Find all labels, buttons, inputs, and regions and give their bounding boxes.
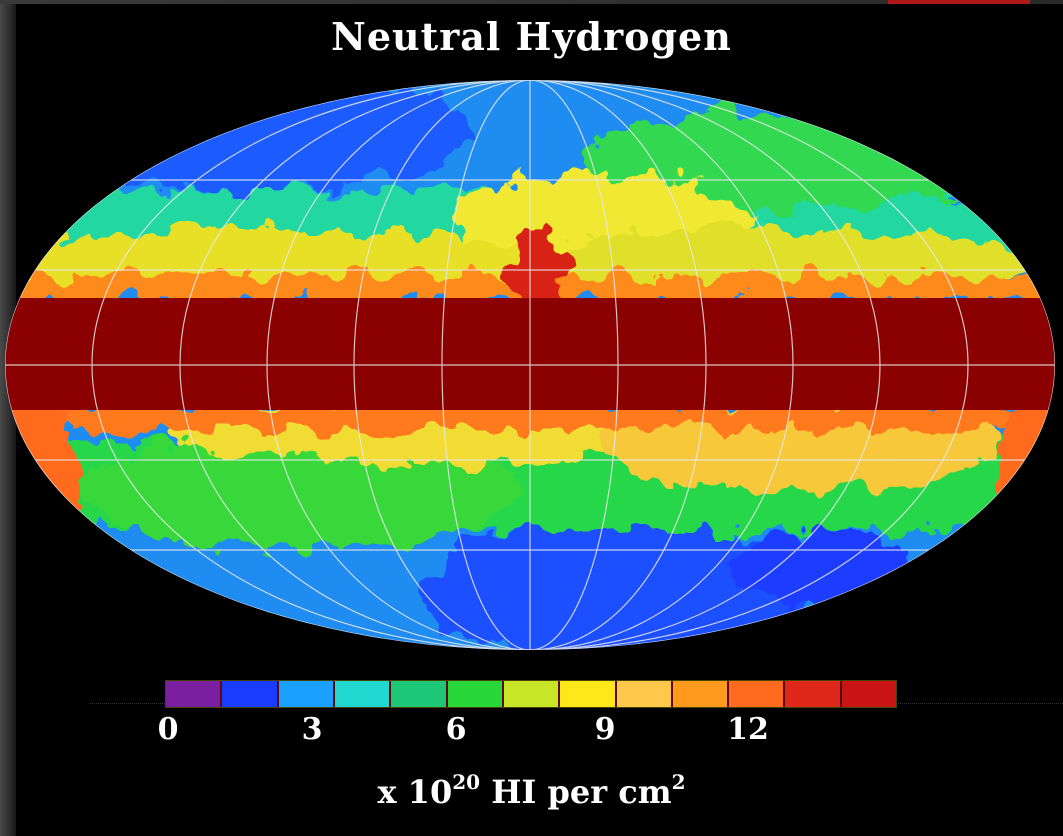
color-scale-segment	[503, 681, 561, 707]
color-scale-segment	[560, 681, 617, 707]
tick-label: 12	[727, 712, 769, 747]
map-fill	[5, 80, 1055, 650]
color-scale-segment	[447, 681, 504, 707]
units-exponent: 20	[452, 770, 481, 794]
tick-label: 3	[301, 712, 323, 747]
color-scale-segment	[785, 681, 842, 707]
color-scale-segment	[729, 681, 786, 707]
units-middle: HI per cm	[480, 773, 672, 811]
units-label: x 1020 HI per cm2	[0, 770, 1063, 811]
color-scale-segment	[278, 681, 335, 707]
tick-label: 9	[594, 712, 616, 747]
image-title: Neutral Hydrogen	[331, 14, 732, 59]
color-scale-segment	[222, 681, 279, 707]
all-sky-hydrogen-map	[5, 80, 1055, 650]
left-frame-border	[0, 0, 16, 836]
top-frame-border	[0, 0, 1063, 4]
color-scale-segment	[616, 681, 673, 707]
units-prefix: x 10	[377, 773, 453, 811]
units-suffix-exponent: 2	[671, 770, 686, 794]
color-scale-segment	[166, 681, 223, 707]
color-scale-segment	[391, 681, 448, 707]
color-scale-segment	[841, 681, 897, 707]
tick-label: 6	[445, 712, 467, 747]
graticule-lines	[5, 80, 1055, 650]
tick-label: 0	[157, 712, 179, 747]
color-scale-segment	[672, 681, 730, 707]
color-scale-segment	[334, 681, 392, 707]
color-scale-bar	[165, 680, 897, 708]
red-tab-accent	[888, 0, 1030, 4]
